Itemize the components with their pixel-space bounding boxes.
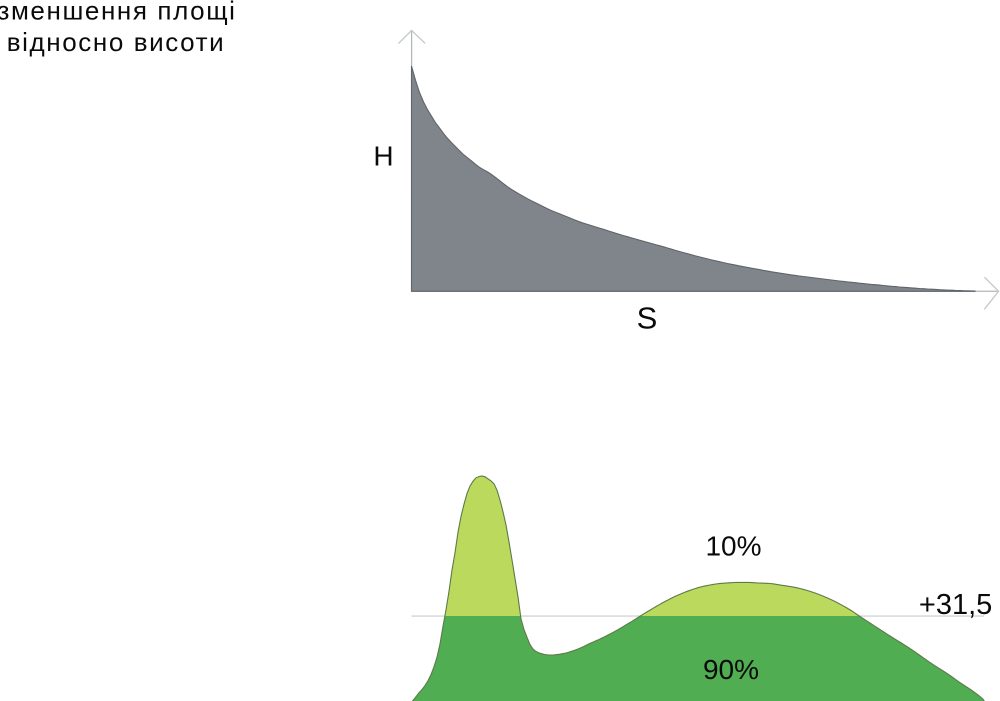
svg-text:S: S [637,301,658,336]
svg-text:90%: 90% [703,654,759,685]
svg-text:H: H [373,141,393,172]
svg-text:10%: 10% [705,531,761,562]
svg-text:+31,5: +31,5 [919,589,992,621]
svg-text:зменшення площі: зменшення площі [0,0,237,26]
svg-text:відносно висоти: відносно висоти [7,27,226,57]
